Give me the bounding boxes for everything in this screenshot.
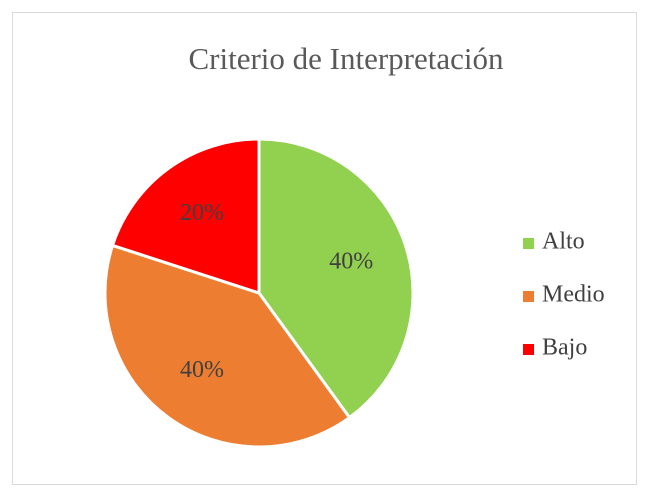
pie-slice xyxy=(257,137,415,420)
legend-label: Medio xyxy=(542,282,605,308)
chart-title: Criterio de Interpretación xyxy=(188,41,504,76)
pie-slice xyxy=(110,137,261,296)
legend-label: Alto xyxy=(542,229,585,255)
data-label: 20% xyxy=(180,200,224,226)
legend-label: Bajo xyxy=(542,335,587,361)
data-label: 40% xyxy=(180,357,224,383)
data-label: 40% xyxy=(329,249,373,275)
legend-swatch xyxy=(523,291,534,302)
legend-swatch xyxy=(523,344,534,355)
legend-swatch xyxy=(523,238,534,249)
pie-slice xyxy=(103,243,352,449)
